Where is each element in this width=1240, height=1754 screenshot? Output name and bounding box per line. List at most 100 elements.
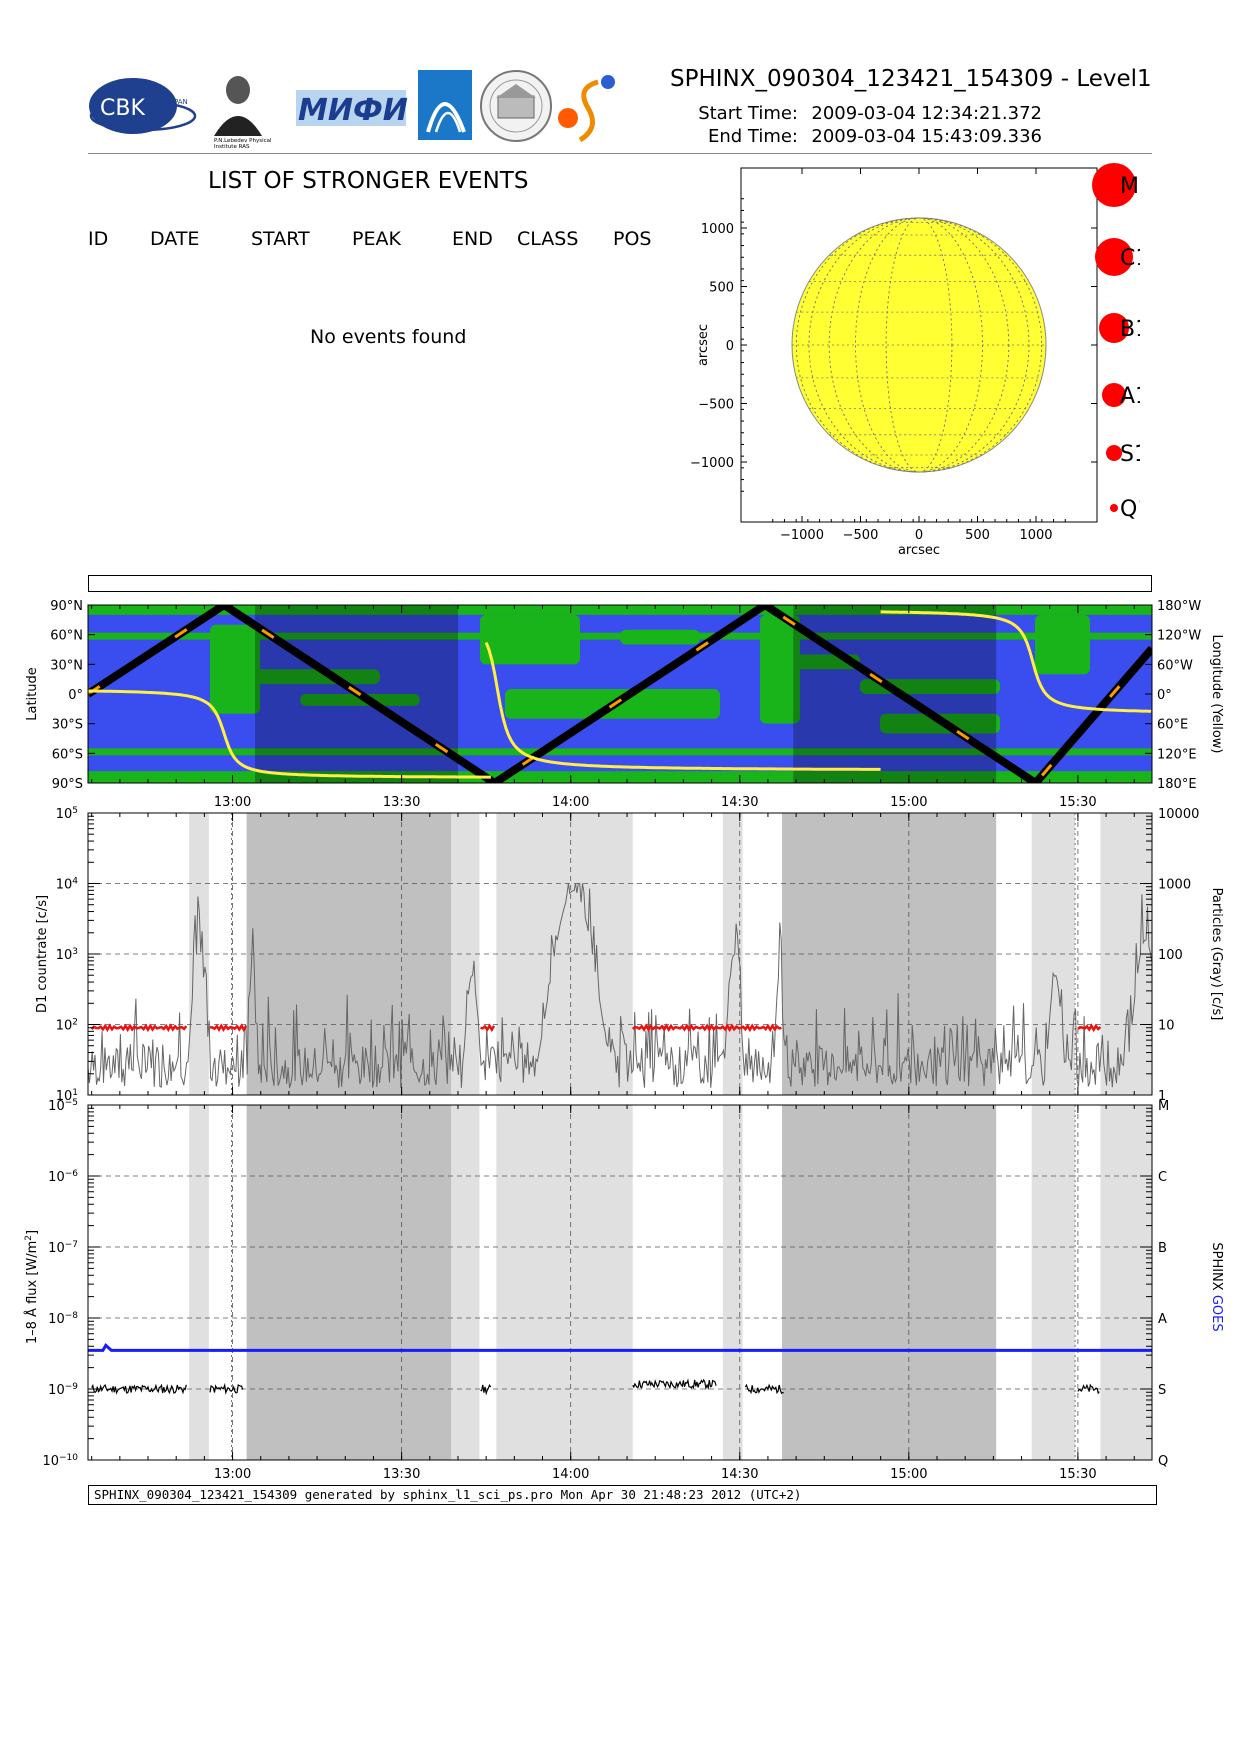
events-title: LIST OF STRONGER EVENTS xyxy=(208,168,529,194)
countrate-y-label: D1 countrate [c/s] xyxy=(35,895,50,1013)
longitude-axis-label: Longitude (Yellow) xyxy=(1209,635,1224,754)
land-mass xyxy=(210,624,260,714)
legend-marker-s1 xyxy=(1106,445,1122,461)
info-box xyxy=(88,575,1152,592)
land-mass xyxy=(480,614,580,665)
end-time: 15:43:09.336 xyxy=(921,126,1042,147)
d1-countrate-segment xyxy=(1077,1023,1102,1033)
heliographic-grid xyxy=(792,217,1046,473)
time-tick-label: 15:00 xyxy=(890,795,927,810)
map-axis-ticks: 13:00 13:30 14:00 14:30 15:00 15:30 90°N 60°N 30… xyxy=(50,599,1201,810)
light-shade-band xyxy=(451,1105,480,1460)
flare-class-label: A xyxy=(1158,1312,1167,1327)
flare-class-label: M xyxy=(1158,1099,1169,1114)
end-date: 2009-03-04 xyxy=(811,126,916,147)
flare-class-label: Q xyxy=(1158,1454,1168,1469)
end-time-row: End Time: 2009-03-04 15:43:09.336 xyxy=(690,126,1042,147)
particles-tick-label: 1 xyxy=(1158,1089,1166,1104)
end-time-label: End Time: xyxy=(707,126,798,147)
time-tick-label: 15:30 xyxy=(1059,1467,1096,1482)
university-seal-logo xyxy=(480,70,552,142)
sphinx-flux-segment xyxy=(480,1384,492,1396)
svg-text:P.N.Lebedev Physical: P.N.Lebedev Physical xyxy=(214,138,272,144)
col-peak: PEAK xyxy=(352,228,401,250)
time-tick-label: 14:30 xyxy=(721,795,758,810)
logo-strip: CBK PAN P.N.Lebedev Physical Institute R… xyxy=(88,68,648,150)
land-band xyxy=(88,748,1152,756)
legend-marker-a1 xyxy=(1102,383,1126,407)
d1-countrate-segment xyxy=(90,1023,188,1033)
land-mass xyxy=(300,694,420,706)
particles-tick-label: 1000 xyxy=(1158,878,1191,893)
d1-countrate-segment xyxy=(480,1023,496,1033)
svg-text:PAN: PAN xyxy=(174,98,188,106)
longitude-track-2 xyxy=(484,641,881,771)
land-masses xyxy=(88,605,1152,783)
svg-text:Institute RAS: Institute RAS xyxy=(214,144,250,148)
disk-y-tick-label: 500 xyxy=(709,281,734,296)
countrate-axis-ticks: 105 10000 104 1000 103 100 102 10 101 1 xyxy=(56,806,1200,1104)
lon-tick-label: 120°E xyxy=(1157,747,1197,762)
legend-sphinx: SPHINX xyxy=(1209,1242,1224,1290)
fx-tick-label: 10−5 xyxy=(48,1098,78,1114)
time-tick-label: 13:30 xyxy=(383,795,420,810)
disk-y-tick-label: 0 xyxy=(726,339,734,354)
svg-text:CBK: CBK xyxy=(100,96,145,121)
flux-legend: SPHINX GOES xyxy=(1209,1242,1224,1331)
sphinx-flux-segment xyxy=(744,1383,784,1395)
legend-label-c1: C1 xyxy=(1120,246,1140,271)
longitude-line xyxy=(795,217,1043,473)
disk-x-tick-label: 0 xyxy=(915,528,923,543)
lat-tick-label: 30°S xyxy=(52,718,83,733)
legend-label-b1: B1 xyxy=(1120,317,1140,342)
lon-tick-label: 180°E xyxy=(1157,777,1197,792)
sphinx-flux-segment xyxy=(209,1382,244,1395)
cr-tick-label: 102 xyxy=(56,1018,78,1034)
light-shade-band xyxy=(189,1105,209,1460)
legend-label-m1: M1 xyxy=(1120,174,1140,199)
legend-marker-m1 xyxy=(1092,163,1136,207)
lon-tick-label: 180°W xyxy=(1157,599,1201,614)
flux-shading xyxy=(189,1105,1152,1460)
sphinx-flux-segment xyxy=(632,1378,717,1391)
land-mass xyxy=(250,669,380,685)
col-start: START xyxy=(251,228,310,250)
footer-generated-by: SPHINX_090304_123421_154309 generated by… xyxy=(88,1485,1157,1505)
time-tick-label: 15:00 xyxy=(890,1467,927,1482)
col-class: CLASS xyxy=(517,228,579,250)
lon-tick-label: 120°W xyxy=(1157,629,1201,644)
lat-tick-label: 30°N xyxy=(50,658,83,673)
latitude-axis-label: Latitude xyxy=(25,667,40,721)
cr-tick-label: 103 xyxy=(56,947,78,963)
sphinx-flux-segment xyxy=(91,1383,187,1395)
col-end: END xyxy=(452,228,493,250)
time-tick-label: 13:00 xyxy=(214,1467,251,1482)
fx-tick-label: 10−9 xyxy=(48,1382,78,1398)
disk-axis-ticks: −1000 −500 0 500 1000 1000 500 0 −500 −1000 xyxy=(690,168,1097,543)
legend-label-s1: S1 xyxy=(1120,442,1140,467)
svg-text:МИФИ: МИФИ xyxy=(298,93,408,128)
countrate-panel: 105 10000 104 1000 103 100 102 10 101 1 D1 countr… xyxy=(35,806,1224,1104)
cr-tick-label: 105 xyxy=(56,806,78,822)
start-time-row: Start Time: 2009-03-04 12:34:21.372 xyxy=(690,103,1042,124)
lebedev-institute-logo: P.N.Lebedev Physical Institute RAS xyxy=(214,76,272,150)
flux-grid xyxy=(88,1105,1152,1460)
land-band xyxy=(88,605,1152,615)
time-tick-label: 15:30 xyxy=(1059,795,1096,810)
disk-x-tick-label: 500 xyxy=(965,528,990,543)
legend-marker-b1 xyxy=(1099,313,1129,343)
fx-tick-label: 10−7 xyxy=(48,1240,78,1256)
start-date: 2009-03-04 xyxy=(811,103,916,124)
land-band xyxy=(88,771,1152,783)
orbit-map-panel: 13:00 13:30 14:00 14:30 15:00 15:30 90°N 60°N 30… xyxy=(25,599,1224,810)
fx-tick-label: 10−6 xyxy=(48,1169,78,1185)
particles-tick-label: 10000 xyxy=(1158,807,1199,822)
lat-tick-label: 90°N xyxy=(50,599,83,614)
longitude-track xyxy=(88,689,491,779)
land-mass xyxy=(760,654,860,670)
disk-x-tick-label: −1000 xyxy=(780,528,824,543)
lat-tick-label: 0° xyxy=(68,688,83,703)
legend-label-a1: A1 xyxy=(1120,384,1140,409)
disk-x-tick-label: −500 xyxy=(843,528,879,543)
start-time-label: Start Time: xyxy=(698,103,798,124)
